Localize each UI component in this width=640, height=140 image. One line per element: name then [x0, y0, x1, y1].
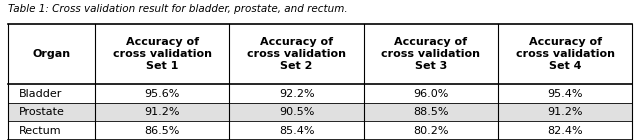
Bar — [498, 84, 632, 103]
Text: 95.6%: 95.6% — [145, 88, 180, 99]
Bar — [95, 84, 229, 103]
Bar — [8, 121, 95, 140]
Bar — [498, 24, 632, 84]
Bar — [8, 103, 95, 121]
Text: 85.4%: 85.4% — [279, 126, 314, 136]
Text: 91.2%: 91.2% — [145, 107, 180, 117]
Text: Accuracy of
cross validation
Set 3: Accuracy of cross validation Set 3 — [381, 37, 481, 71]
Bar — [95, 121, 229, 140]
Text: 96.0%: 96.0% — [413, 88, 449, 99]
Text: 95.4%: 95.4% — [547, 88, 583, 99]
Text: Prostate: Prostate — [19, 107, 65, 117]
Bar — [364, 121, 498, 140]
Bar — [498, 103, 632, 121]
Bar — [229, 121, 364, 140]
Text: 82.4%: 82.4% — [547, 126, 583, 136]
Bar — [364, 24, 498, 84]
Bar — [364, 103, 498, 121]
Bar — [229, 24, 364, 84]
Text: 91.2%: 91.2% — [547, 107, 583, 117]
Text: Table 1: Cross validation result for bladder, prostate, and rectum.: Table 1: Cross validation result for bla… — [8, 4, 348, 14]
Bar — [95, 24, 229, 84]
Text: 88.5%: 88.5% — [413, 107, 449, 117]
Text: Rectum: Rectum — [19, 126, 62, 136]
Bar — [8, 84, 95, 103]
Bar — [364, 84, 498, 103]
Text: 80.2%: 80.2% — [413, 126, 449, 136]
Text: Accuracy of
cross validation
Set 1: Accuracy of cross validation Set 1 — [113, 37, 212, 71]
Text: Accuracy of
cross validation
Set 2: Accuracy of cross validation Set 2 — [247, 37, 346, 71]
Text: Organ: Organ — [33, 49, 70, 59]
Text: 92.2%: 92.2% — [279, 88, 314, 99]
Bar — [229, 84, 364, 103]
Text: 86.5%: 86.5% — [145, 126, 180, 136]
Bar — [498, 121, 632, 140]
Text: Bladder: Bladder — [19, 88, 63, 99]
Bar — [229, 103, 364, 121]
Bar — [95, 103, 229, 121]
Text: Accuracy of
cross validation
Set 4: Accuracy of cross validation Set 4 — [516, 37, 614, 71]
Bar — [8, 24, 95, 84]
Text: 90.5%: 90.5% — [279, 107, 314, 117]
